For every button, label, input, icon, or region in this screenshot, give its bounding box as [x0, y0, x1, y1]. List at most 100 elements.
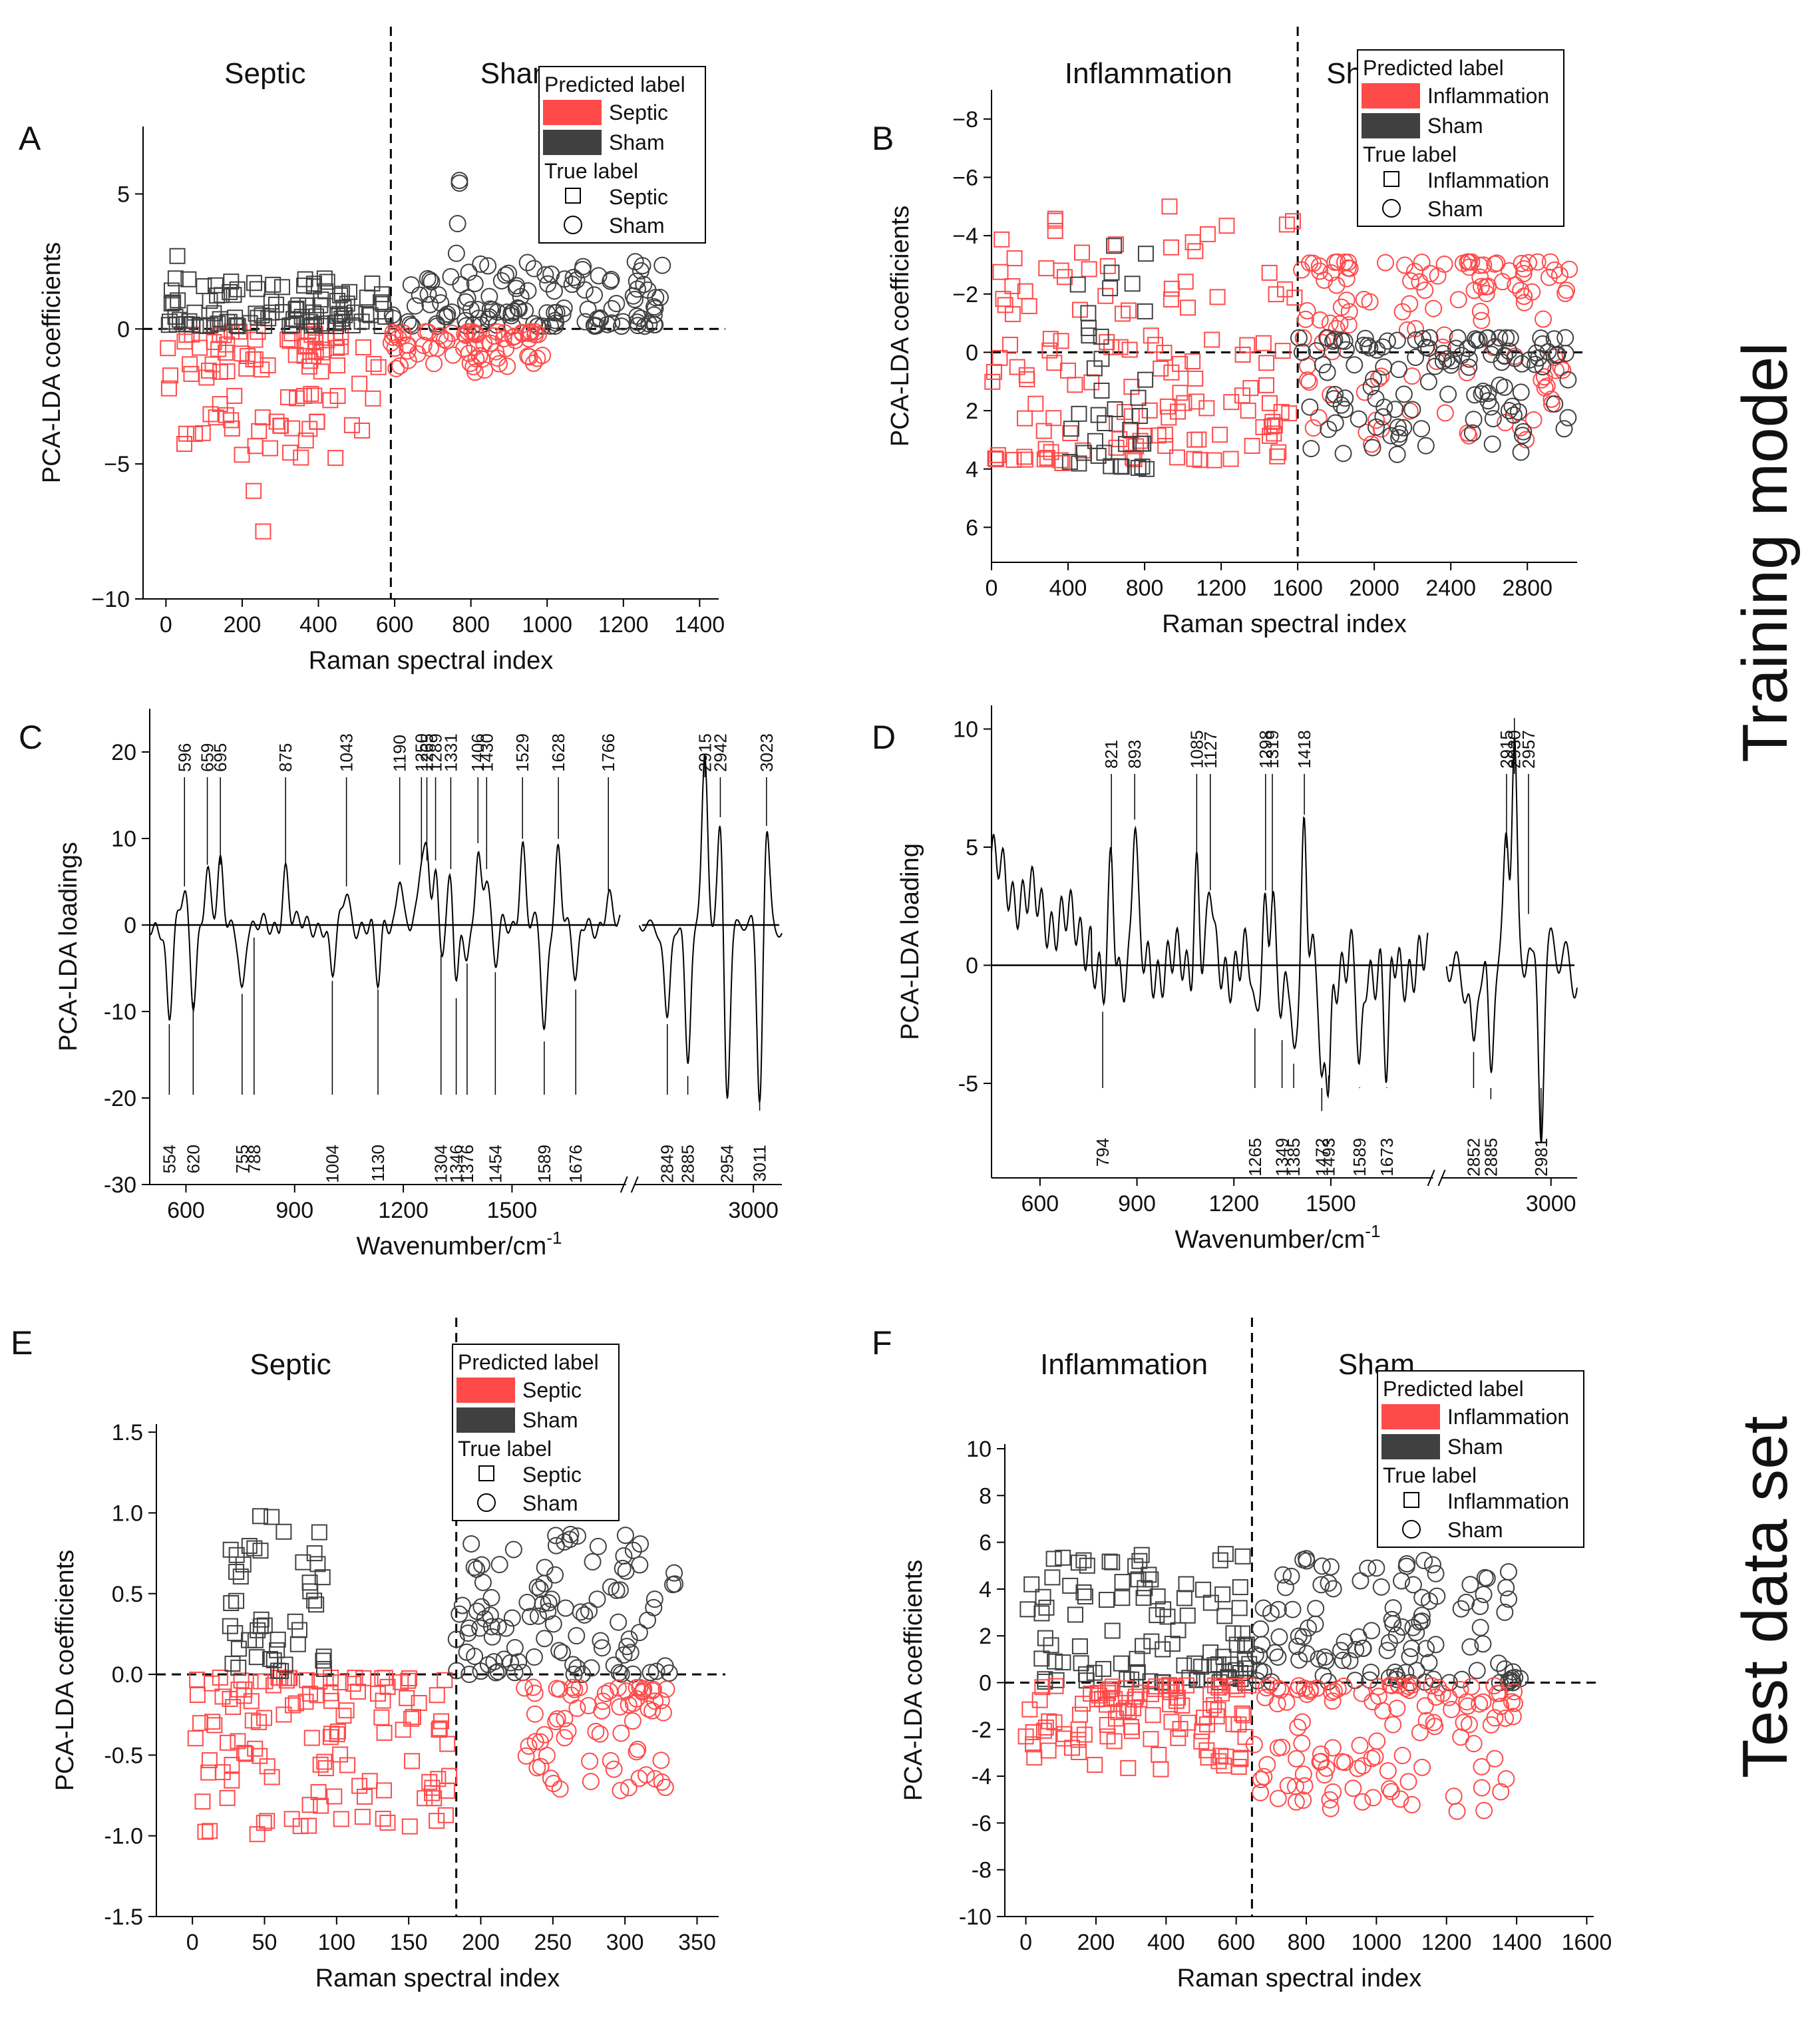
data-point [1250, 1647, 1268, 1665]
data-point [1501, 329, 1519, 347]
data-point [1148, 1678, 1165, 1695]
data-point [1364, 1789, 1382, 1807]
legend: Predicted label Inflammation Sham True labe… [1377, 1370, 1584, 1548]
data-point [1513, 254, 1531, 272]
data-point [344, 317, 361, 333]
data-point [1080, 305, 1097, 321]
data-point [1269, 1789, 1287, 1807]
data-point [1037, 1719, 1054, 1736]
y-tick-label: −10 [91, 587, 130, 612]
data-point [1258, 377, 1275, 393]
data-point [226, 387, 243, 404]
peak-label: 893 [1125, 740, 1145, 769]
data-point [1340, 316, 1358, 334]
peak-label: 755 [232, 1145, 252, 1173]
data-point [1499, 1563, 1517, 1581]
data-point [1053, 262, 1069, 279]
data-point [1367, 418, 1385, 436]
data-point [365, 355, 382, 372]
data-point [447, 1630, 465, 1648]
y-tick-label: 2 [979, 1624, 992, 1649]
panel-E: E 0 50 100 150 200 250 300 350 -1.5 -1.0 -0.5 0.0 0.5… [11, 1318, 725, 1992]
data-point [1187, 243, 1204, 260]
data-point [548, 1710, 566, 1728]
data-point [355, 1670, 372, 1686]
data-point [1017, 451, 1033, 468]
data-point [1321, 1791, 1339, 1809]
data-point [1401, 1682, 1419, 1700]
data-point [1047, 1653, 1063, 1670]
data-point [602, 1578, 620, 1596]
data-point [1114, 305, 1131, 322]
data-point [1307, 1600, 1325, 1618]
data-point [1560, 260, 1578, 278]
data-point [1097, 415, 1113, 431]
data-point [510, 1653, 528, 1671]
data-point [1496, 1603, 1514, 1621]
data-point [314, 1569, 331, 1586]
data-point [405, 1709, 421, 1726]
data-point [1245, 1736, 1263, 1754]
x-tick-label: 800 [452, 612, 490, 638]
data-point [628, 1679, 645, 1697]
data-point [1184, 234, 1201, 251]
data-point [1350, 410, 1367, 428]
data-point [313, 363, 329, 380]
data-point [376, 1724, 393, 1741]
data-point [1483, 435, 1501, 453]
legend-swatch-red [456, 1378, 515, 1403]
data-point [1486, 1750, 1504, 1767]
data-point [497, 1619, 515, 1637]
data-point [609, 1679, 627, 1697]
data-point [1332, 1642, 1350, 1660]
data-point [216, 327, 232, 343]
data-point [1107, 1710, 1124, 1727]
data-point [1130, 389, 1147, 406]
data-point [1179, 1677, 1195, 1694]
data-point [640, 315, 658, 333]
data-point [1235, 1707, 1252, 1724]
data-point [1527, 355, 1545, 373]
data-point [1124, 1723, 1141, 1740]
data-point [1368, 1732, 1386, 1750]
data-point [1298, 371, 1316, 389]
data-point [1320, 421, 1338, 439]
data-point [1083, 1686, 1099, 1702]
data-point [1324, 1692, 1342, 1710]
legend-true-b: Sham [1427, 197, 1483, 221]
data-point [1244, 438, 1260, 455]
data-point [306, 1592, 323, 1609]
data-point [1102, 280, 1119, 297]
data-point [546, 1566, 564, 1584]
data-point [358, 305, 375, 322]
data-point [1324, 332, 1342, 350]
peak-label: 1190 [390, 735, 410, 772]
data-point [1512, 443, 1530, 461]
data-point [1048, 1672, 1065, 1688]
peak-label: 3011 [750, 1145, 770, 1182]
data-point [1290, 329, 1308, 347]
data-point [1413, 420, 1431, 438]
y-tick-label: 5 [966, 835, 978, 860]
data-point [1515, 265, 1533, 283]
data-point [302, 353, 319, 369]
data-point [1170, 403, 1186, 420]
data-point [220, 1734, 236, 1751]
data-point [482, 1618, 500, 1636]
data-point [322, 1729, 339, 1746]
data-point [584, 1553, 602, 1571]
data-point [323, 1726, 340, 1742]
data-point [1413, 1758, 1431, 1776]
x-tick-label: 50 [252, 1930, 277, 1955]
data-point [1208, 1708, 1225, 1725]
data-point [1083, 374, 1100, 391]
data-point [257, 1673, 273, 1690]
data-point [1294, 329, 1312, 347]
data-point [1198, 400, 1215, 417]
row-label-training: Training model [1729, 342, 1801, 762]
legend-square-icon [478, 1465, 494, 1481]
data-point [1401, 402, 1419, 420]
data-point [526, 1684, 544, 1702]
data-point [429, 1687, 445, 1704]
data-point [1475, 1801, 1493, 1819]
